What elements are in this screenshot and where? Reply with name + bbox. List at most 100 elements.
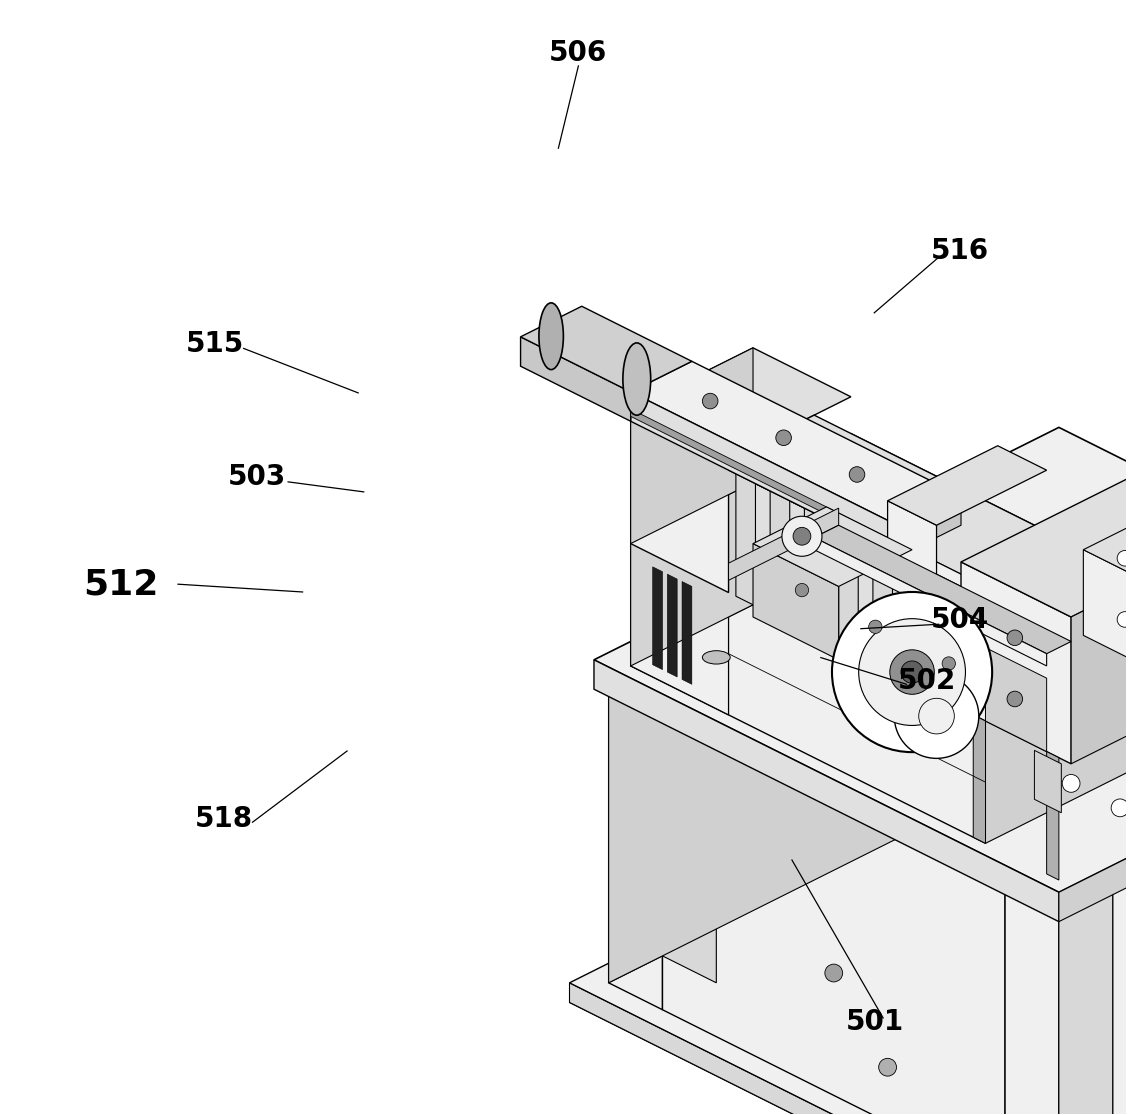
Polygon shape <box>608 662 663 982</box>
Circle shape <box>894 673 978 758</box>
Polygon shape <box>872 530 893 675</box>
Polygon shape <box>973 715 985 843</box>
Circle shape <box>1063 775 1080 793</box>
Polygon shape <box>753 544 838 660</box>
Polygon shape <box>667 959 765 1007</box>
Circle shape <box>869 620 882 633</box>
Text: 515: 515 <box>186 330 244 358</box>
Polygon shape <box>753 507 912 586</box>
Polygon shape <box>608 689 663 1010</box>
Polygon shape <box>814 525 1071 653</box>
Circle shape <box>776 430 792 446</box>
Circle shape <box>878 1058 896 1076</box>
Polygon shape <box>1034 750 1062 813</box>
Polygon shape <box>570 738 1139 1115</box>
Circle shape <box>1007 691 1023 707</box>
Ellipse shape <box>623 343 650 415</box>
Polygon shape <box>961 471 1139 617</box>
Polygon shape <box>653 566 663 670</box>
Polygon shape <box>1083 513 1139 599</box>
Polygon shape <box>593 427 1139 892</box>
Text: 516: 516 <box>931 236 989 264</box>
Circle shape <box>1007 630 1023 646</box>
Polygon shape <box>631 348 753 544</box>
Polygon shape <box>1059 1105 1139 1115</box>
Polygon shape <box>631 391 900 556</box>
Polygon shape <box>1071 525 1139 764</box>
Circle shape <box>901 661 924 683</box>
Text: 504: 504 <box>931 605 990 633</box>
Polygon shape <box>631 434 851 666</box>
Circle shape <box>831 592 992 753</box>
Ellipse shape <box>703 651 730 665</box>
Polygon shape <box>729 508 838 580</box>
Polygon shape <box>521 337 631 421</box>
Polygon shape <box>716 934 814 982</box>
Polygon shape <box>770 478 789 623</box>
Text: 518: 518 <box>195 805 253 833</box>
Polygon shape <box>631 348 851 458</box>
Polygon shape <box>608 662 716 716</box>
Polygon shape <box>814 537 1047 666</box>
Polygon shape <box>593 660 1059 922</box>
Polygon shape <box>985 648 1047 752</box>
Polygon shape <box>631 409 900 551</box>
Circle shape <box>1112 799 1129 817</box>
Circle shape <box>850 467 865 483</box>
Circle shape <box>782 516 822 556</box>
Circle shape <box>890 650 934 695</box>
Text: 502: 502 <box>898 667 956 695</box>
Polygon shape <box>691 959 765 1002</box>
Polygon shape <box>663 716 1005 1115</box>
Text: 506: 506 <box>549 39 607 67</box>
Polygon shape <box>1083 550 1139 685</box>
Ellipse shape <box>539 303 564 369</box>
Polygon shape <box>1005 464 1139 716</box>
Polygon shape <box>887 501 936 586</box>
Polygon shape <box>521 307 691 391</box>
Polygon shape <box>682 582 691 685</box>
Circle shape <box>919 698 954 734</box>
Polygon shape <box>570 982 1059 1115</box>
Circle shape <box>795 583 809 597</box>
Polygon shape <box>667 574 678 677</box>
Polygon shape <box>900 496 961 556</box>
Polygon shape <box>985 611 1139 843</box>
Polygon shape <box>1047 752 1059 880</box>
Circle shape <box>942 657 956 670</box>
Polygon shape <box>663 689 1059 888</box>
Polygon shape <box>631 361 961 526</box>
Polygon shape <box>608 464 1059 982</box>
Text: 501: 501 <box>845 1008 903 1037</box>
Circle shape <box>1117 612 1132 628</box>
Polygon shape <box>838 513 858 658</box>
Polygon shape <box>729 415 1059 580</box>
Polygon shape <box>1005 861 1113 914</box>
Polygon shape <box>729 458 973 592</box>
Text: 512: 512 <box>83 568 158 601</box>
Polygon shape <box>631 409 729 592</box>
Polygon shape <box>631 483 851 592</box>
Polygon shape <box>631 544 729 715</box>
Polygon shape <box>663 662 716 982</box>
Polygon shape <box>907 547 927 691</box>
Polygon shape <box>1059 888 1113 1115</box>
Circle shape <box>1117 551 1132 566</box>
Polygon shape <box>1059 464 1139 982</box>
Polygon shape <box>740 934 814 978</box>
Text: 503: 503 <box>228 464 286 492</box>
Circle shape <box>703 394 718 409</box>
Polygon shape <box>804 496 823 640</box>
Circle shape <box>793 527 811 545</box>
Polygon shape <box>736 462 755 605</box>
Polygon shape <box>570 758 1139 1115</box>
Polygon shape <box>1059 861 1113 1115</box>
Polygon shape <box>631 483 753 666</box>
Polygon shape <box>961 562 1071 764</box>
Polygon shape <box>1059 982 1139 1115</box>
Circle shape <box>859 619 966 726</box>
Circle shape <box>825 964 843 982</box>
Polygon shape <box>631 434 1139 721</box>
Polygon shape <box>1005 888 1059 1115</box>
Polygon shape <box>1059 660 1139 922</box>
